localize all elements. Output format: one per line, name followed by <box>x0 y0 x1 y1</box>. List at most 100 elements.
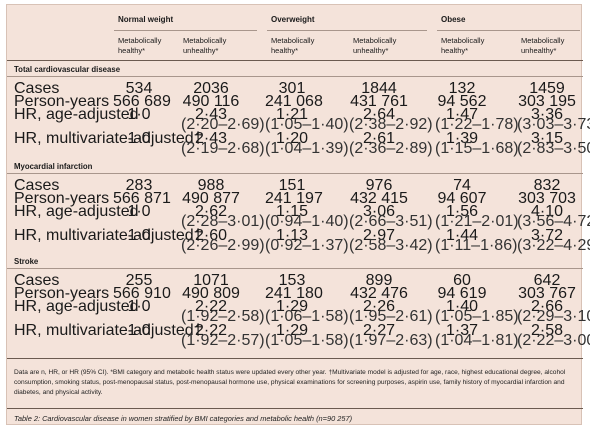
row-label: HR, age-adjusted <box>14 106 139 123</box>
row-label: Cases <box>14 272 60 289</box>
column-subheader: unhealthy* <box>353 46 389 55</box>
confidence-interval: (2·66–3·51) <box>349 213 433 230</box>
table-cell: 3·15 <box>530 130 564 147</box>
group-header: Obese <box>441 15 466 24</box>
table-cell: 2·58 <box>530 322 564 339</box>
group-header: Normal weight <box>118 15 174 24</box>
table-cell: 303 767 <box>518 285 576 302</box>
confidence-interval: (1·05–1·85) <box>435 308 519 325</box>
confidence-interval: (2·28–3·01) <box>181 213 265 230</box>
table-cell: 2·22 <box>194 298 228 315</box>
column-subheader: Metabolically <box>183 36 227 45</box>
table-cell: 3·72 <box>530 227 564 244</box>
table-cell: 1·47 <box>445 106 479 123</box>
column-subheader: unhealthy* <box>521 46 557 55</box>
table-cell: 241 068 <box>265 93 323 110</box>
table-cell: 2·64 <box>362 106 396 123</box>
rule-line <box>267 30 427 31</box>
table-cell: 1·29 <box>275 298 309 315</box>
table-cell: 2·22 <box>194 322 228 339</box>
table-cell: 301 <box>278 80 306 97</box>
confidence-interval: (2·38–2·92) <box>349 116 433 133</box>
table-cell: 1844 <box>361 80 397 97</box>
table-cell: 432 415 <box>350 190 408 207</box>
table-cell: 241 197 <box>265 190 323 207</box>
confidence-interval: (2·20–2·69) <box>181 116 265 133</box>
confidence-interval: (1·22–1·78) <box>435 116 519 133</box>
rule-line <box>7 408 583 409</box>
rule-line <box>7 268 583 269</box>
table-cell: 1·44 <box>445 227 479 244</box>
confidence-interval: (2·36–2·89) <box>349 140 433 157</box>
column-subheader: Metabolically <box>353 36 397 45</box>
column-subheader: healthy* <box>118 46 146 55</box>
table-cell: 2·26 <box>362 298 396 315</box>
table-cell: 1459 <box>529 80 565 97</box>
rule-line <box>114 30 257 31</box>
confidence-interval: (2·29–3·10) <box>517 308 590 325</box>
table-cell: 255 <box>125 272 153 289</box>
table-cell: 2·27 <box>362 322 396 339</box>
confidence-interval: (3·22–4·29) <box>517 237 590 254</box>
confidence-interval: (1·05–1·40) <box>265 116 349 133</box>
row-label: Cases <box>14 177 60 194</box>
confidence-interval: (1·92–2·57) <box>181 332 265 349</box>
table-cell: 490 809 <box>182 285 240 302</box>
table-cell: 832 <box>533 177 561 194</box>
column-subheader: unhealthy* <box>183 46 219 55</box>
table-cell: 566 689 <box>113 93 171 110</box>
column-subheader: Metabolically <box>271 36 315 45</box>
column-subheader: healthy* <box>271 46 299 55</box>
table-cell: 432 476 <box>350 285 408 302</box>
confidence-interval: (1·11–1·86) <box>435 237 518 254</box>
table-cell: 1·40 <box>445 298 479 315</box>
table-cell: 2·97 <box>362 227 396 244</box>
table-cell: 94 607 <box>437 190 487 207</box>
table-cell: 94 562 <box>437 93 487 110</box>
table-cell: 151 <box>278 177 306 194</box>
table-cell: 1·56 <box>445 203 479 220</box>
table-cell: 566 871 <box>113 190 171 207</box>
rule-line <box>7 358 583 359</box>
table-cell: 490 116 <box>182 93 240 110</box>
table-cell: 1·0 <box>127 106 151 123</box>
confidence-interval: (1·04–1·39) <box>265 140 349 157</box>
table-cell: 4·10 <box>530 203 564 220</box>
table-cell: 303 703 <box>518 190 576 207</box>
confidence-interval: (2·26–2·99) <box>181 237 265 254</box>
table-cell: 153 <box>278 272 306 289</box>
table-cell: 1·20 <box>275 130 309 147</box>
table-cell: 94 619 <box>437 285 487 302</box>
table-cell: 1·15 <box>275 203 309 220</box>
table-cell: 74 <box>453 177 471 194</box>
table-cell: 3·36 <box>530 106 564 123</box>
table-cell: 1·13 <box>275 227 309 244</box>
table-cell: 283 <box>125 177 153 194</box>
confidence-interval: (3·56–4·72) <box>517 213 590 230</box>
table-cell: 1·0 <box>127 130 151 147</box>
column-subheader: healthy* <box>441 46 469 55</box>
confidence-interval: (1·92–2·58) <box>181 308 265 325</box>
row-label: HR, age-adjusted <box>14 298 139 315</box>
confidence-interval: (1·95–2·61) <box>349 308 433 325</box>
confidence-interval: (2·19–2·68) <box>181 140 265 157</box>
row-label: Cases <box>14 80 60 97</box>
confidence-interval: (2·22–3·00) <box>517 332 590 349</box>
column-subheader: Metabolically <box>521 36 565 45</box>
table-cell: 2·43 <box>194 106 228 123</box>
confidence-interval: (1·21–2·01) <box>435 213 519 230</box>
section-title: Stroke <box>14 257 39 266</box>
confidence-interval: (0·94–1·40) <box>265 213 349 230</box>
table-cell: 566 910 <box>113 285 171 302</box>
table-cell: 2·62 <box>194 203 228 220</box>
table-cell: 2·66 <box>530 298 564 315</box>
rule-line <box>7 60 583 61</box>
table-cell: 3·06 <box>362 203 396 220</box>
rule-line <box>437 30 580 31</box>
confidence-interval: (2·83–3·50) <box>517 140 590 157</box>
table-cell: 976 <box>365 177 393 194</box>
confidence-interval: (1·05–1·58) <box>265 332 349 349</box>
table-cell: 2·43 <box>194 130 228 147</box>
column-subheader: Metabolically <box>441 36 485 45</box>
table-cell: 1·21 <box>275 106 309 123</box>
